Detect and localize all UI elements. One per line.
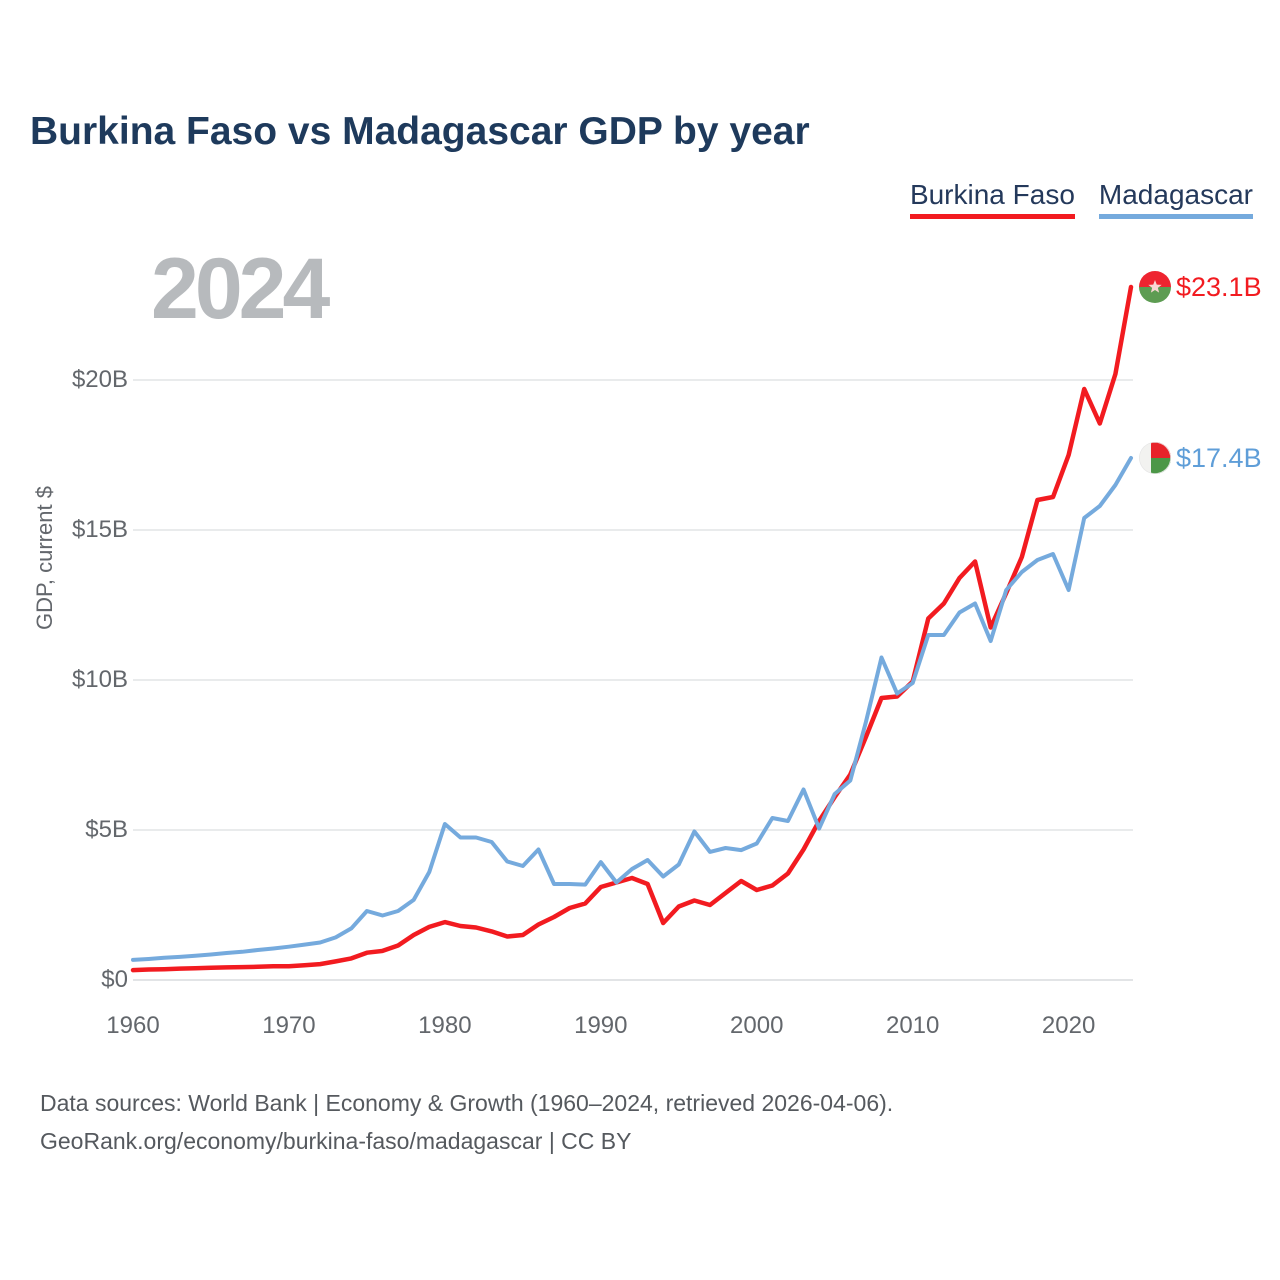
madagascar-line bbox=[131, 456, 1133, 962]
burkina-faso-flag-icon bbox=[1137, 269, 1173, 305]
end-value-label-madagascar: $17.4B bbox=[1176, 443, 1262, 473]
x-tick-label: 1960 bbox=[106, 1012, 160, 1039]
x-tick-label: 2020 bbox=[1041, 1012, 1096, 1039]
legend-label: Madagascar bbox=[1098, 179, 1253, 210]
y-tick-label: $20B bbox=[71, 366, 128, 393]
watermark-year: 2024 bbox=[151, 241, 330, 337]
legend-label: Burkina Faso bbox=[909, 179, 1075, 210]
legend-item-madagascar[interactable]: Madagascar bbox=[1098, 179, 1253, 219]
x-tick-label: 1990 bbox=[574, 1012, 628, 1039]
footer-attribution-link[interactable]: GeoRank.org/economy/burkina-faso/madagas… bbox=[40, 1128, 632, 1154]
y-tick-label: $0 bbox=[101, 966, 128, 993]
x-tick-label: 1970 bbox=[262, 1012, 316, 1039]
y-tick-label: $15B bbox=[71, 516, 128, 543]
legend-item-burkina-faso[interactable]: Burkina Faso bbox=[909, 179, 1075, 219]
legend: Burkina Faso Madagascar bbox=[909, 179, 1253, 219]
footer-data-sources: Data sources: World Bank | Economy & Gro… bbox=[40, 1090, 894, 1116]
x-tick-label: 2000 bbox=[730, 1012, 784, 1039]
legend-swatch-blue bbox=[1098, 213, 1253, 219]
end-value-label-burkina-faso: $23.1B bbox=[1176, 272, 1262, 302]
burkina-faso-line bbox=[130, 284, 1134, 973]
y-tick-label: $10B bbox=[71, 666, 128, 693]
legend-swatch-red bbox=[909, 213, 1075, 219]
page-title: Burkina Faso vs Madagascar GDP by year bbox=[30, 110, 810, 153]
y-tick-label: $5B bbox=[85, 816, 128, 843]
x-tick-label: 2010 bbox=[885, 1012, 940, 1039]
x-tick-label: 1980 bbox=[418, 1012, 472, 1039]
series-lines bbox=[130, 284, 1134, 973]
footer: Data sources: World Bank | Economy & Gro… bbox=[40, 1084, 893, 1160]
gridlines bbox=[133, 379, 1133, 981]
y-axis-title: GDP, current $ bbox=[32, 486, 57, 630]
madagascar-flag-icon bbox=[1137, 440, 1173, 476]
